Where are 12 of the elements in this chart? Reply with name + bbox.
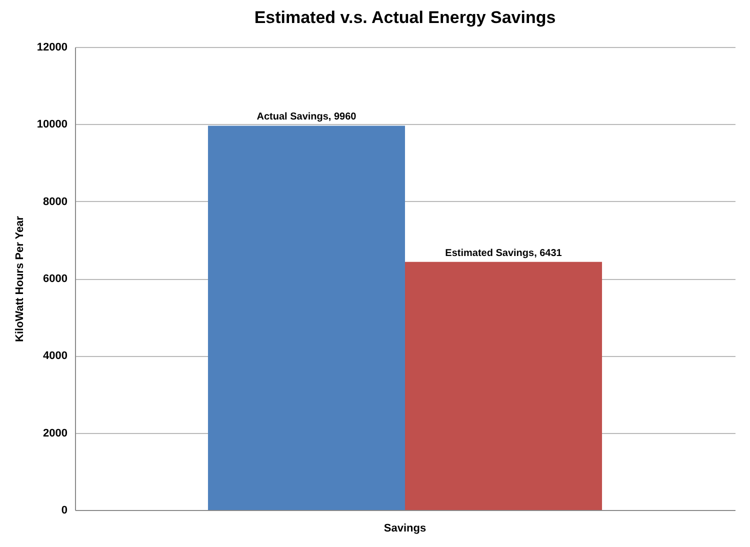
y-tick-label: 2000 xyxy=(43,427,68,440)
y-tick-label: 10000 xyxy=(36,118,68,131)
chart-title: Estimated v.s. Actual Energy Savings xyxy=(254,8,556,27)
data-label: Estimated Savings, 6431 xyxy=(445,248,562,259)
y-tick-label: 4000 xyxy=(43,350,68,362)
y-axis-title: KiloWatt Hours Per Year xyxy=(14,215,26,342)
y-tick-label: 12000 xyxy=(36,42,68,54)
data-label: Actual Savings, 9960 xyxy=(256,112,357,123)
y-tick-label: 6000 xyxy=(43,273,68,285)
y-tick-label: 8000 xyxy=(43,196,68,208)
y-tick-label: 0 xyxy=(61,504,68,516)
x-tick-label: Savings xyxy=(384,522,426,534)
